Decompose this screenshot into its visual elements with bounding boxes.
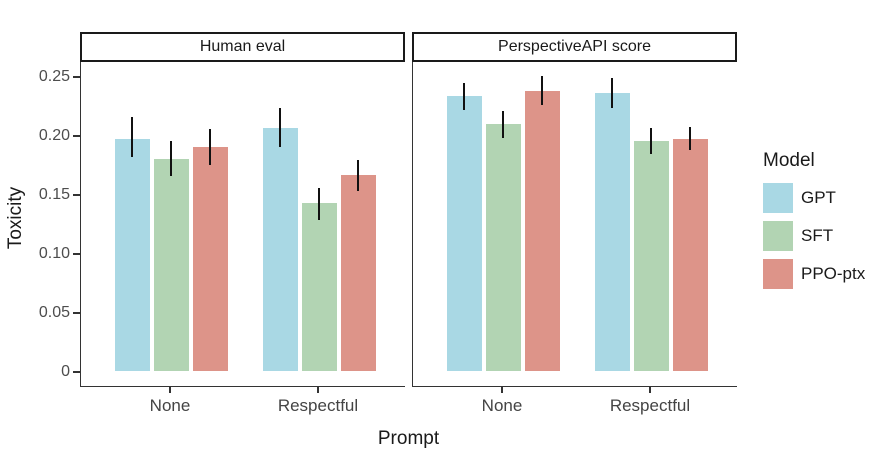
legend: Model GPT SFT PPO-ptx [763,150,865,297]
x-tick-none [501,387,503,393]
legend-swatch-sft [763,221,793,251]
bar-perspectiveapi-score-none-gpt [446,96,482,371]
error-bar-perspectiveapi-score-respectful-sft [650,127,652,154]
error-bar-human-eval-none-sft [170,140,172,177]
bar-perspectiveapi-score-none-sft [485,124,521,371]
error-bar-human-eval-respectful-sft [318,187,320,220]
y-tick [73,135,80,137]
x-tick-none [169,387,171,393]
x-tick-label-respectful: Respectful [609,396,691,415]
y-tick-label: 0.10 [38,245,70,262]
legend-swatch-ppo-ptx [763,259,793,289]
y-tick [73,371,80,373]
legend-label-sft: SFT [801,226,834,245]
bar-human-eval-respectful-ppo-ptx [340,175,376,371]
bar-perspectiveapi-score-none-ppo-ptx [524,91,560,371]
bar-perspectiveapi-score-respectful-gpt [594,92,630,371]
error-bar-human-eval-respectful-gpt [279,107,281,147]
error-bar-human-eval-none-gpt [131,117,133,158]
y-tick-label: 0.25 [38,68,70,85]
facet-strip: PerspectiveAPI score [412,32,737,62]
error-bar-human-eval-none-ppo-ptx [209,128,211,166]
facet-strip: Human eval [80,32,405,62]
error-bar-perspectiveapi-score-none-gpt [463,82,465,111]
y-tick [73,194,80,196]
error-bar-human-eval-respectful-ppo-ptx [357,159,359,192]
legend-label-ppo-ptx: PPO-ptx [801,264,866,283]
bar-human-eval-respectful-sft [301,203,337,371]
legend-entries: GPT SFT PPO-ptx [763,183,865,289]
y-tick [73,312,80,314]
bar-human-eval-none-ppo-ptx [192,146,228,371]
y-tick-label: 0.20 [38,127,70,144]
plot-area-perspectiveapi-score [412,62,737,387]
bar-human-eval-none-gpt [114,138,150,371]
error-bar-perspectiveapi-score-none-sft [502,111,504,139]
x-tick-respectful [317,387,319,393]
x-tick-label-none: None [481,396,523,415]
y-tick [73,253,80,255]
x-tick-label-none: None [149,396,191,415]
x-axis-title: Prompt [377,428,440,449]
legend-title: Model [763,150,815,171]
y-tick-label: 0.05 [38,304,70,321]
facet-strip-label: Human eval [199,38,286,55]
y-tick-label: 0 [61,363,70,380]
error-bar-perspectiveapi-score-respectful-ppo-ptx [689,126,691,151]
error-bar-perspectiveapi-score-respectful-gpt [611,78,613,108]
y-tick-label: 0.15 [38,186,70,203]
bar-human-eval-respectful-gpt [262,127,298,371]
legend-swatch-gpt [763,183,793,213]
bar-human-eval-none-sft [153,158,189,371]
bar-perspectiveapi-score-respectful-ppo-ptx [672,138,708,371]
facet-strip-label: PerspectiveAPI score [498,38,651,55]
x-tick-respectful [649,387,651,393]
x-tick-label-respectful: Respectful [277,396,359,415]
panel-perspectiveapi-score: PerspectiveAPI score None Respectful [412,32,737,415]
bar-perspectiveapi-score-respectful-sft [633,140,669,371]
legend-label-gpt: GPT [801,188,836,207]
legend-entry-sft: SFT [763,221,865,251]
plot-area-human-eval [80,62,405,387]
error-bar-perspectiveapi-score-none-ppo-ptx [541,75,543,106]
y-tick [73,76,80,78]
legend-entry-ppo-ptx: PPO-ptx [763,259,865,289]
panel-human-eval: Human eval None Respectful [80,32,405,415]
legend-entry-gpt: GPT [763,183,865,213]
